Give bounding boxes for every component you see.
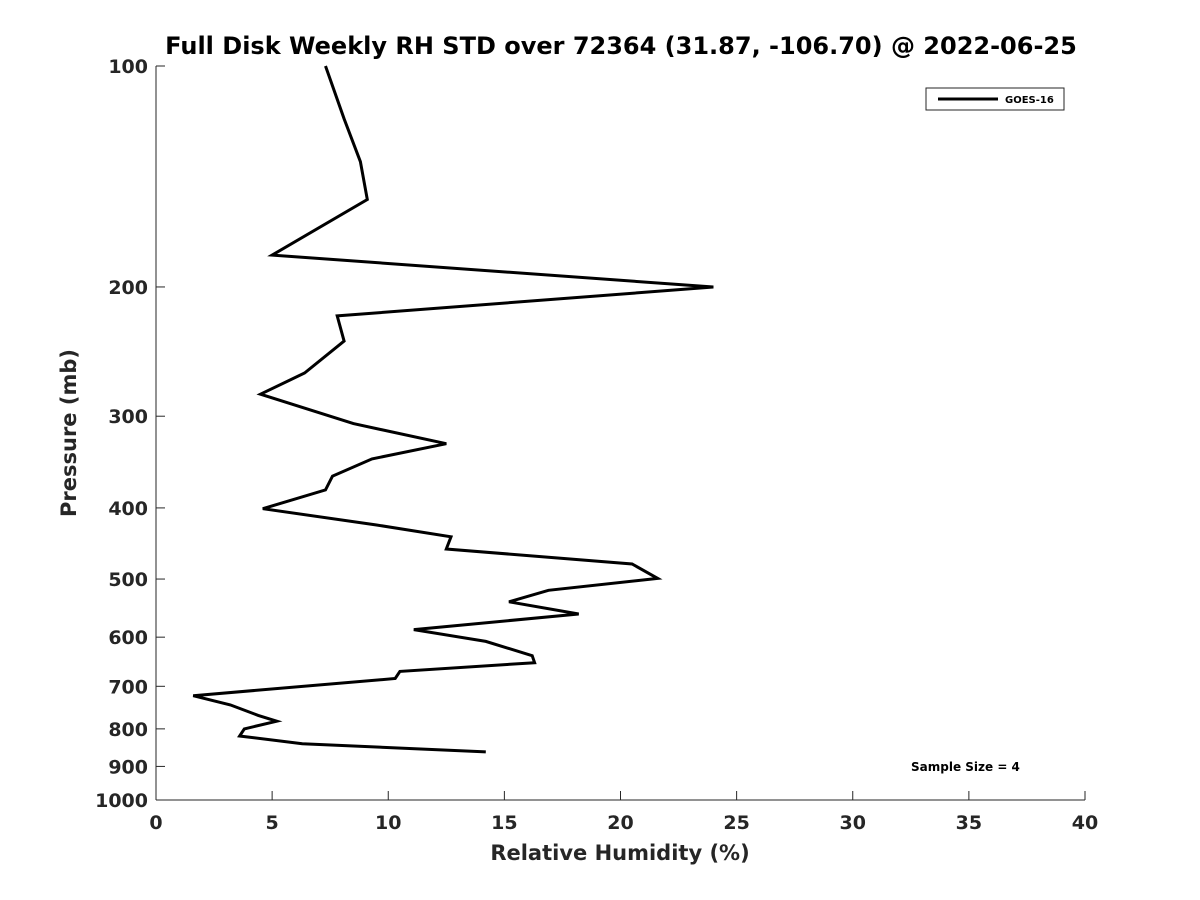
y-axis-ticks: 100 200 300 400 500 600 700 800 900 1000 xyxy=(95,56,165,812)
y-tick-label: 500 xyxy=(108,569,148,591)
y-tick-label: 900 xyxy=(108,756,148,778)
y-tick-label: 800 xyxy=(108,719,148,741)
x-tick-label: 40 xyxy=(1072,812,1098,834)
chart-title: Full Disk Weekly RH STD over 72364 (31.8… xyxy=(165,32,1077,60)
y-axis-label: Pressure (mb) xyxy=(57,349,81,517)
legend-label-goes-16: GOES-16 xyxy=(1005,95,1054,106)
x-tick-label: 10 xyxy=(375,812,401,834)
x-tick-label: 5 xyxy=(266,812,279,834)
y-tick-label: 400 xyxy=(108,498,148,520)
y-tick-label: 100 xyxy=(108,56,148,78)
x-axis-label: Relative Humidity (%) xyxy=(490,841,749,865)
y-tick-label: 300 xyxy=(108,406,148,428)
plot-area xyxy=(155,66,1085,801)
legend: GOES-16 xyxy=(925,87,1065,111)
series-line-goes-16 xyxy=(192,65,714,754)
y-tick-label: 700 xyxy=(108,676,148,698)
x-tick-label: 0 xyxy=(149,812,162,834)
y-tick-label: 600 xyxy=(108,627,148,649)
x-tick-label: 20 xyxy=(607,812,633,834)
y-tick-label: 200 xyxy=(108,277,148,299)
x-tick-label: 35 xyxy=(956,812,982,834)
y-tick-label: 1000 xyxy=(95,790,148,812)
x-axis-ticks: 0 5 10 15 20 25 30 35 40 xyxy=(149,791,1098,834)
series-layer xyxy=(192,65,714,754)
x-tick-label: 25 xyxy=(723,812,749,834)
sample-size-annotation: Sample Size = 4 xyxy=(911,760,1020,774)
x-tick-label: 30 xyxy=(840,812,866,834)
x-tick-label: 15 xyxy=(491,812,517,834)
